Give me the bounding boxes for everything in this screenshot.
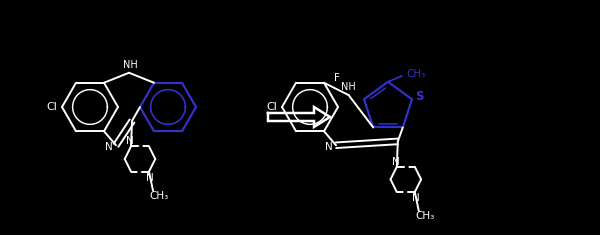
Text: Cl: Cl	[266, 102, 277, 112]
Text: N: N	[146, 172, 154, 183]
Text: N: N	[392, 157, 400, 167]
Text: N: N	[325, 142, 333, 152]
Text: NH: NH	[341, 82, 356, 92]
Text: CH₃: CH₃	[415, 211, 434, 221]
Text: CH₃: CH₃	[149, 191, 169, 201]
Text: CH₃: CH₃	[406, 69, 425, 79]
Text: S: S	[415, 90, 423, 103]
Text: Cl: Cl	[47, 102, 58, 112]
Text: N: N	[126, 136, 134, 146]
Text: F: F	[334, 73, 340, 83]
Text: NH: NH	[122, 60, 137, 70]
Text: N: N	[412, 193, 419, 203]
Text: N: N	[105, 142, 113, 152]
